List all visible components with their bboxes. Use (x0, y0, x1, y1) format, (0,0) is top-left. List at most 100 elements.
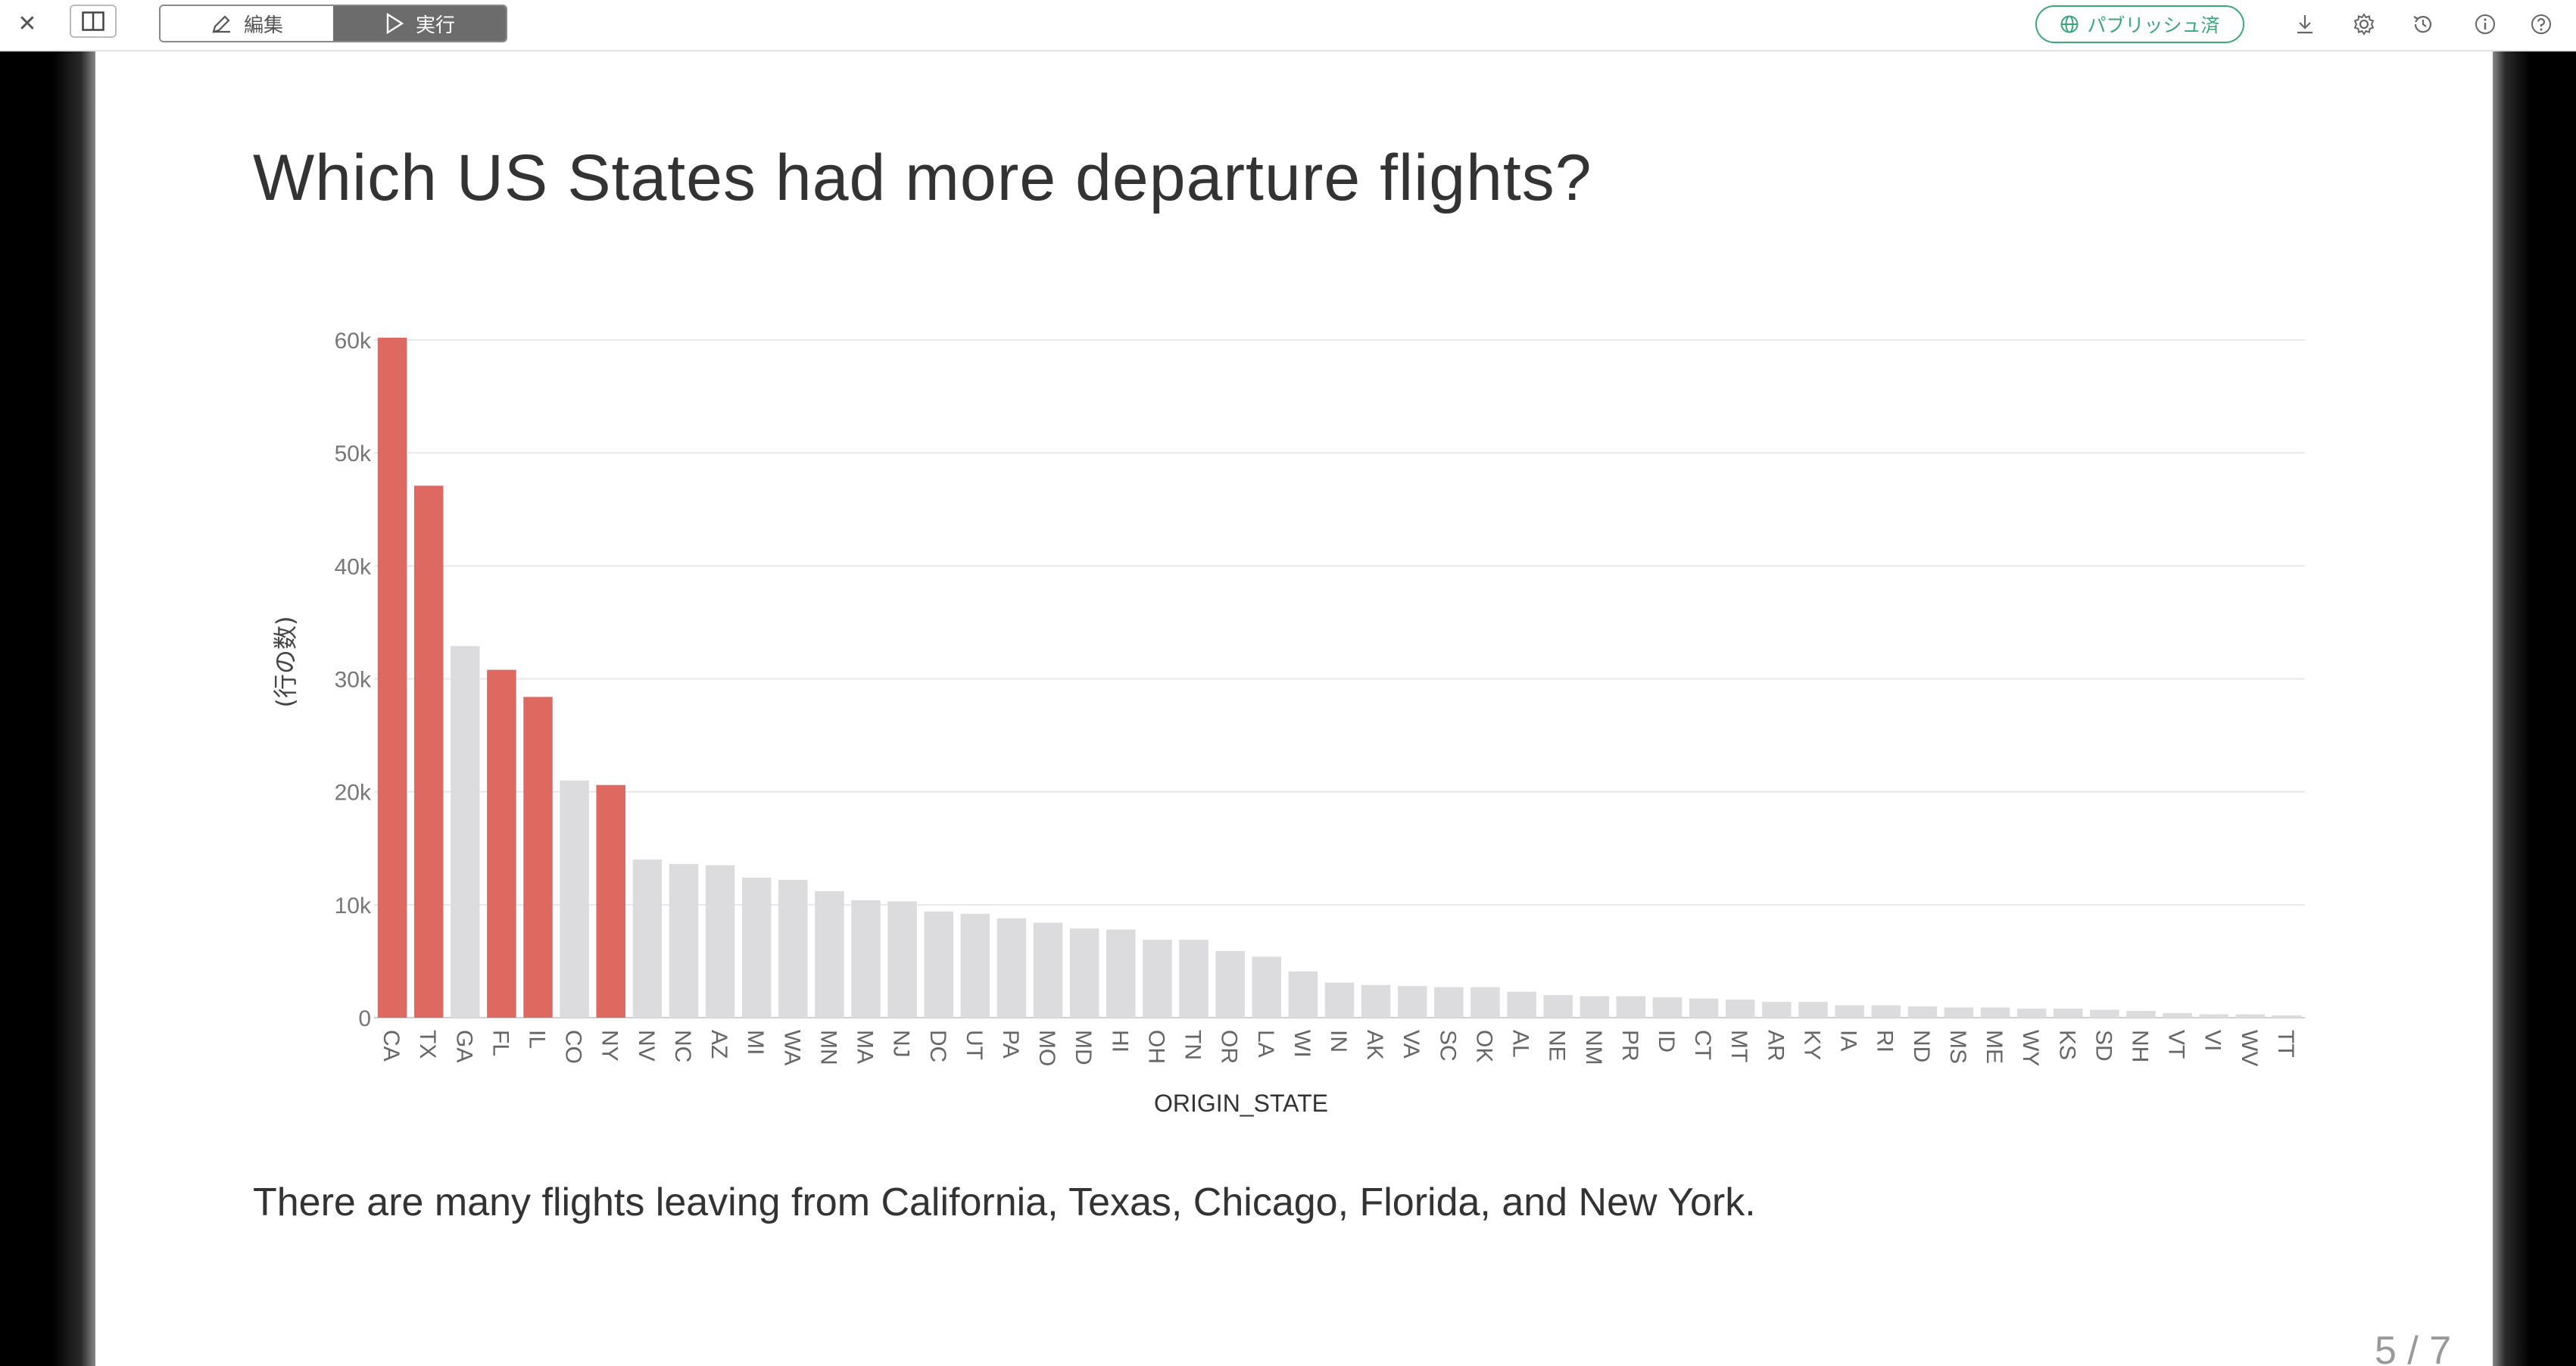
bar-va[interactable] (1397, 986, 1427, 1018)
run-mode-button[interactable]: 実行 (333, 6, 506, 41)
bar-chart: 0 10k 20k 30k 40k 50k 60k (行の数) CA TX GA FL IL CO NY NV… (271, 329, 2305, 1117)
globe-icon (2060, 15, 2079, 33)
bar-hi[interactable] (1106, 929, 1136, 1018)
x-tick-label: NY (597, 1030, 622, 1062)
stage-left-margin (0, 51, 95, 1366)
bar-ne[interactable] (1543, 995, 1573, 1018)
panel-toggle-button[interactable] (70, 5, 117, 38)
bar-la[interactable] (1252, 956, 1282, 1018)
x-tick-label: OR (1217, 1030, 1242, 1064)
x-tick-label: SD (2091, 1030, 2116, 1062)
pencil-icon (212, 15, 230, 33)
bar-mi[interactable] (741, 878, 772, 1018)
bar-nd[interactable] (1907, 1006, 1938, 1018)
x-tick-label: MA (853, 1030, 878, 1064)
bar-vt[interactable] (2163, 1013, 2192, 1018)
x-tick-label: CA (379, 1030, 404, 1062)
download-icon[interactable] (2290, 9, 2320, 39)
bar-ky[interactable] (1798, 1002, 1828, 1018)
bar-ct[interactable] (1689, 998, 1719, 1018)
x-tick-label: FL (488, 1030, 513, 1056)
x-tick-label: NH (2127, 1030, 2152, 1062)
bar-nh[interactable] (2126, 1011, 2156, 1018)
bar-ny[interactable] (596, 784, 625, 1018)
bar-az[interactable] (705, 865, 735, 1018)
bar-tx[interactable] (413, 485, 444, 1018)
bar-mn[interactable] (815, 890, 844, 1018)
bar-mt[interactable] (1726, 1000, 1755, 1018)
bar-ut[interactable] (960, 913, 990, 1018)
x-tick-label: IL (525, 1030, 550, 1049)
bar-wy[interactable] (2016, 1009, 2047, 1018)
bar-or[interactable] (1215, 950, 1245, 1018)
bar-ok[interactable] (1470, 987, 1500, 1018)
bar-wv[interactable] (2235, 1014, 2266, 1018)
x-tick-label: WV (2237, 1030, 2262, 1066)
bar-il[interactable] (523, 697, 553, 1018)
bar-nm[interactable] (1580, 996, 1610, 1018)
publish-status-label: パブリッシュ済 (2087, 14, 2220, 36)
x-tick-label: HI (1107, 1030, 1132, 1053)
bar-mo[interactable] (1033, 922, 1063, 1018)
x-tick-label: TX (415, 1030, 440, 1059)
bar-nc[interactable] (669, 864, 699, 1018)
bar-ak[interactable] (1361, 984, 1391, 1018)
x-tick-label: RI (1873, 1030, 1898, 1053)
x-tick-label: MT (1726, 1030, 1751, 1062)
y-tick-label: 10k (335, 894, 372, 918)
bar-tt[interactable] (2272, 1015, 2302, 1018)
y-tick-label: 20k (335, 781, 372, 806)
edit-mode-button[interactable]: 編集 (161, 6, 333, 41)
bar-vi[interactable] (2199, 1014, 2228, 1018)
slide: Which US States had more departure fligh… (95, 51, 2493, 1366)
bar-md[interactable] (1069, 928, 1099, 1018)
bar-wi[interactable] (1288, 971, 1318, 1018)
bar-ms[interactable] (1944, 1007, 1974, 1018)
x-tick-label: PR (1617, 1030, 1642, 1062)
run-mode-label: 実行 (415, 14, 455, 37)
bar-ca[interactable] (377, 338, 407, 1018)
toolbar: ✕ 編集 実行 パブリッシュ済 (0, 0, 2576, 51)
close-icon[interactable]: ✕ (17, 11, 37, 37)
y-tick-label: 30k (335, 668, 372, 693)
x-tick-label: ME (1982, 1030, 2007, 1064)
bar-dc[interactable] (924, 911, 953, 1018)
bar-ar[interactable] (1762, 1002, 1792, 1018)
help-icon[interactable] (2526, 9, 2556, 39)
publish-status-button[interactable]: パブリッシュ済 (2035, 5, 2244, 43)
bar-ma[interactable] (851, 900, 881, 1018)
bar-wa[interactable] (778, 880, 808, 1018)
bar-sc[interactable] (1434, 987, 1464, 1018)
x-tick-label: UT (962, 1030, 987, 1060)
bar-me[interactable] (1980, 1007, 2010, 1018)
bar-sd[interactable] (2090, 1009, 2119, 1018)
info-icon[interactable] (2470, 9, 2500, 39)
stage-right-margin (2493, 51, 2576, 1366)
page-number: 5 / 7 (2375, 1329, 2452, 1366)
bar-nv[interactable] (632, 859, 663, 1018)
x-tick-label: AZ (706, 1030, 731, 1059)
slide-title: Which US States had more departure fligh… (253, 142, 1592, 214)
history-icon[interactable] (2408, 9, 2438, 39)
x-tick-label: TT (2273, 1030, 2298, 1058)
x-tick-label: KY (1799, 1030, 1824, 1060)
bar-tn[interactable] (1179, 940, 1208, 1018)
bar-nj[interactable] (887, 901, 917, 1018)
bar-pa[interactable] (996, 918, 1027, 1018)
bar-oh[interactable] (1143, 940, 1172, 1018)
bar-ga[interactable] (451, 646, 480, 1018)
bar-id[interactable] (1652, 997, 1683, 1018)
x-tick-label: NE (1545, 1030, 1570, 1062)
x-tick-label: IN (1326, 1030, 1351, 1053)
x-tick-label: ND (1909, 1030, 1934, 1062)
bar-ri[interactable] (1871, 1005, 1901, 1018)
gear-icon[interactable] (2349, 9, 2379, 39)
x-tick-label: AK (1362, 1030, 1387, 1060)
bar-fl[interactable] (487, 669, 516, 1018)
bar-ia[interactable] (1835, 1005, 1864, 1018)
bar-ks[interactable] (2054, 1009, 2083, 1018)
bar-co[interactable] (560, 780, 589, 1018)
bar-pr[interactable] (1616, 996, 1646, 1018)
bar-al[interactable] (1507, 991, 1536, 1018)
bar-in[interactable] (1324, 982, 1355, 1018)
